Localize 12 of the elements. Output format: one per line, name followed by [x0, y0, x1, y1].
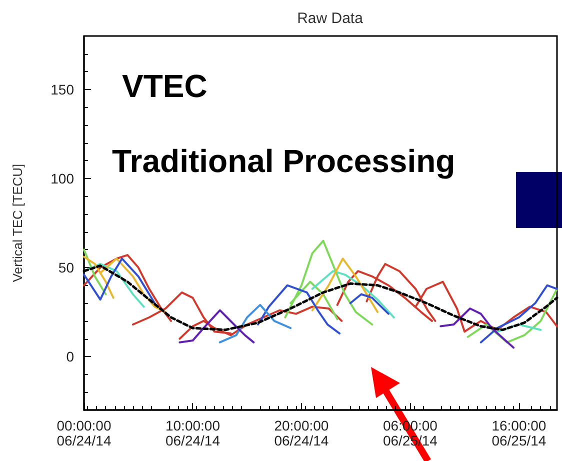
- y-tick-label: 150: [50, 81, 74, 98]
- y-tick-label: 50: [58, 260, 74, 276]
- x-tick-label: 20:00:00 06/24/14: [274, 418, 329, 448]
- annotation: Traditional Processing: [112, 143, 456, 179]
- annotation: VTEC: [122, 68, 208, 104]
- x-tick-label: 10:00:00 06/24/14: [165, 418, 220, 448]
- y-tick-label: 100: [50, 170, 74, 186]
- x-tick-label: 16:00:00 06/25/14: [492, 418, 546, 448]
- x-tick-label: 00:00:00 06/24/14: [56, 418, 112, 448]
- y-tick-label: 0: [66, 348, 74, 365]
- y-axis-title: Vertical TEC [TECU]: [10, 164, 25, 282]
- chart-title: Raw Data: [297, 10, 364, 27]
